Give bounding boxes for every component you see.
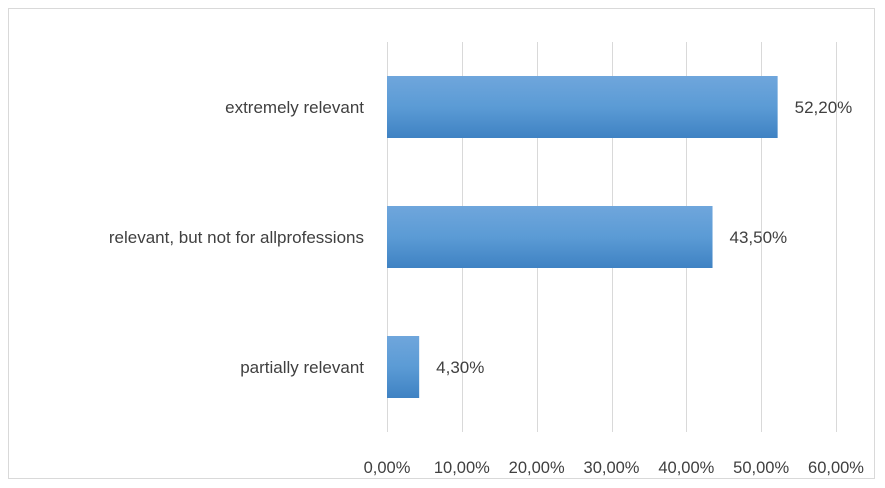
bar <box>387 336 420 398</box>
category-label: partially relevant <box>240 358 364 377</box>
bar <box>387 76 778 138</box>
category-label: extremely relevant <box>225 98 364 117</box>
x-tick-label: 50,00% <box>733 459 789 477</box>
data-label: 52,20% <box>795 98 853 117</box>
x-tick-label: 10,00% <box>434 459 490 477</box>
x-tick-label: 0,00% <box>364 459 411 477</box>
category-labels: extremely relevant relevant, but not for … <box>109 98 364 377</box>
x-tick-labels: 0,00% 10,00% 20,00% 30,00% 40,00% 50,00% 60,00… <box>364 459 865 477</box>
data-label: 43,50% <box>730 228 788 247</box>
x-tick-label: 20,00% <box>509 459 565 477</box>
bars <box>387 76 778 398</box>
x-tick-label: 40,00% <box>658 459 714 477</box>
data-labels: 52,20% 43,50% 4,30% <box>436 98 852 377</box>
x-tick-label: 30,00% <box>584 459 640 477</box>
bar <box>387 206 713 268</box>
category-label: relevant, but not for allprofessions <box>109 228 364 247</box>
data-label: 4,30% <box>436 358 484 377</box>
x-tick-label: 60,00% <box>808 459 864 477</box>
